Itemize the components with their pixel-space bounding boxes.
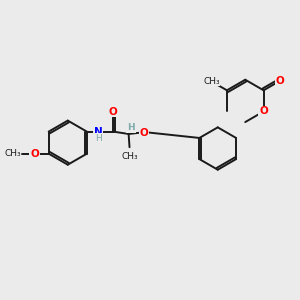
Text: H: H <box>127 123 135 132</box>
Text: CH₃: CH₃ <box>203 77 220 86</box>
Text: CH₃: CH₃ <box>121 152 138 160</box>
Text: CH₃: CH₃ <box>4 149 21 158</box>
Text: O: O <box>276 76 284 86</box>
Text: O: O <box>140 128 148 137</box>
Text: N: N <box>94 127 102 136</box>
Text: H: H <box>95 134 101 143</box>
Text: O: O <box>109 106 118 117</box>
Text: O: O <box>259 106 268 116</box>
Text: O: O <box>30 149 39 159</box>
